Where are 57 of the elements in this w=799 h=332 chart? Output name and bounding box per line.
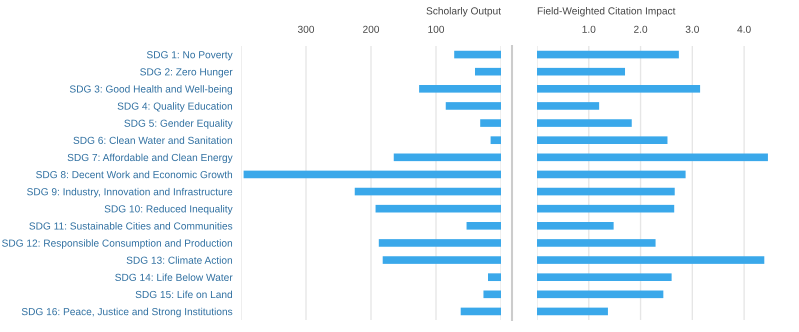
bar (537, 170, 686, 178)
y-tick-label: SDG 12: Responsible Consumption and Production (2, 239, 232, 249)
bar (354, 188, 501, 196)
y-tick-label: SDG 3: Good Health and Well-being (70, 85, 232, 95)
bar (378, 239, 501, 247)
bar (394, 153, 501, 162)
y-tick-label: SDG 16: Peace, Justice and Strong Institutions (22, 308, 232, 318)
bar (537, 119, 632, 127)
bar (537, 239, 656, 247)
bar (537, 308, 608, 316)
y-tick-label: SDG 9: Industry, Innovation and Infrastructure (27, 188, 232, 198)
y-tick-label: SDG 10: Reduced Inequality (104, 205, 233, 214)
bar (537, 136, 668, 144)
bar (537, 188, 675, 196)
bar (537, 50, 679, 58)
y-tick-label: SDG 14: Life Below Water (115, 274, 233, 281)
bar (454, 50, 501, 58)
x-tick-label: 200 (363, 26, 380, 33)
bar (446, 102, 501, 110)
bar (483, 290, 501, 298)
y-tick-label: SDG 1: No Poverty (146, 51, 233, 60)
x-tick-label: 300 (298, 26, 314, 33)
x-axis-title: Field-Weighted Citation Impact (538, 7, 676, 16)
x-tick-label: 2.0 (634, 26, 648, 33)
y-tick-label: SDG 6: Clean Water and Sanitation (73, 136, 232, 144)
bar (475, 68, 501, 76)
bar (537, 102, 600, 110)
bar (419, 84, 501, 93)
y-tick-label: SDG 2: Zero Hunger (140, 68, 233, 78)
y-tick-label: SDG 5: Gender Equality (124, 119, 233, 129)
x-tick-label: 4.0 (737, 26, 751, 33)
bar (537, 290, 664, 298)
x-axis-title: Scholarly Output (426, 7, 501, 16)
bar (460, 308, 501, 316)
x-tick-label: 1.0 (582, 26, 596, 33)
y-tick-label: SDG 15: Life on Land (136, 290, 232, 298)
bar (480, 119, 501, 127)
bar (244, 170, 501, 178)
y-tick-label: SDG 11: Sustainable Cities and Communities (29, 222, 232, 230)
bar (376, 204, 501, 213)
bar (382, 256, 501, 264)
y-tick-label: SDG 8: Decent Work and Economic Growth (36, 170, 232, 178)
bar (537, 256, 764, 264)
bar (537, 273, 672, 282)
bar (537, 68, 626, 76)
x-tick-label: 3.0 (686, 26, 699, 33)
bar (537, 222, 614, 230)
bar (537, 204, 674, 213)
y-tick-label: SDG 4: Quality Education (118, 102, 232, 112)
y-tick-label: SDG 13: Climate Action (126, 256, 232, 264)
bar (537, 153, 768, 162)
bar (488, 273, 501, 282)
y-tick-label: SDG 7: Affordable and Clean Energy (68, 154, 233, 164)
x-tick-label: 100 (428, 26, 444, 33)
bar (466, 222, 501, 230)
bar (537, 84, 700, 93)
bar (490, 136, 501, 144)
